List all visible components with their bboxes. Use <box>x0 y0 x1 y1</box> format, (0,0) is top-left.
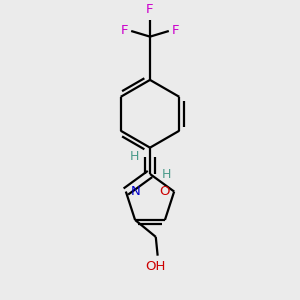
Text: F: F <box>121 25 128 38</box>
Text: H: H <box>161 168 171 182</box>
Text: O: O <box>159 185 169 198</box>
Text: F: F <box>146 3 154 16</box>
Text: F: F <box>172 25 179 38</box>
Text: H: H <box>129 150 139 163</box>
Text: OH: OH <box>146 260 166 273</box>
Text: N: N <box>130 185 140 198</box>
